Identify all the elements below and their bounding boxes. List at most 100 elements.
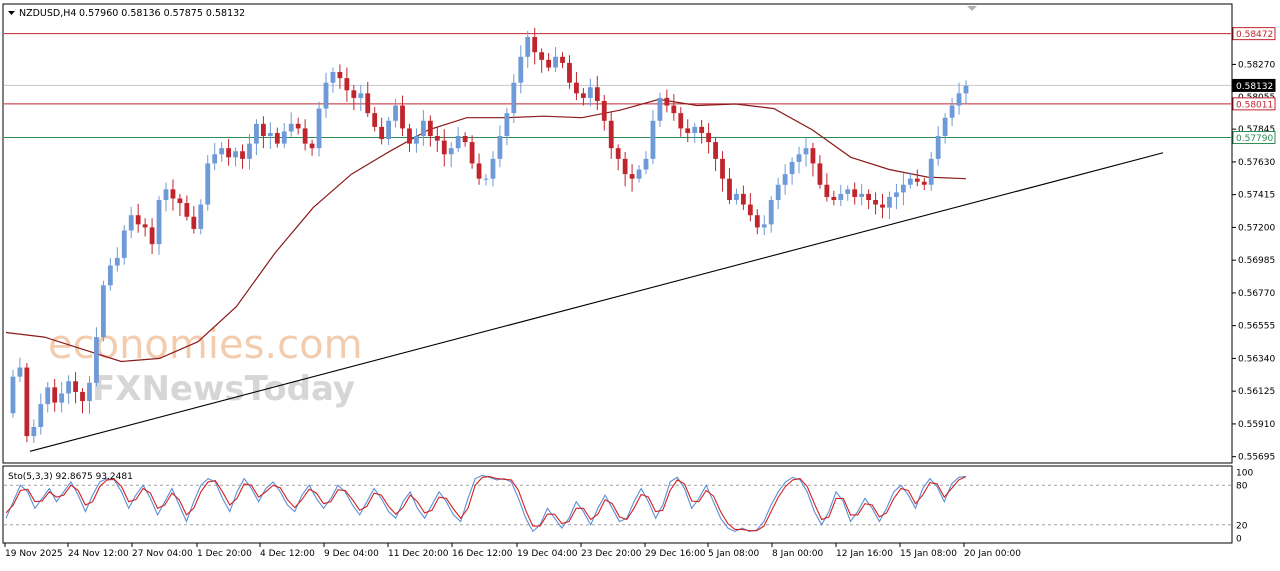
candle-body xyxy=(309,143,315,149)
candle-body xyxy=(504,113,510,137)
candle-body xyxy=(448,148,454,155)
candle-body xyxy=(497,136,503,159)
candle xyxy=(761,215,767,236)
candle xyxy=(191,206,197,234)
candle xyxy=(587,78,593,107)
candle xyxy=(337,64,343,89)
price-panel[interactable] xyxy=(2,3,1233,464)
stochastic-signal-line xyxy=(5,476,967,532)
candle-body xyxy=(73,381,78,392)
candle-body xyxy=(476,163,482,179)
candle-body xyxy=(546,59,552,68)
candle-body xyxy=(789,161,795,175)
candle-body xyxy=(142,224,148,228)
candle-body xyxy=(184,203,190,217)
price-axis[interactable]: 0.58270 0.57845 0.57630 0.57415 0.57200 0.569… xyxy=(1232,60,1275,463)
candle-body xyxy=(24,367,30,437)
candle-body xyxy=(386,120,392,140)
candle xyxy=(921,177,927,191)
time-tick-label: 19 Dec 04:00 xyxy=(517,549,578,559)
stochastic-tick-label: 80 xyxy=(1236,482,1248,492)
price-tick-label: 0.55910 xyxy=(1238,420,1275,430)
candle-body xyxy=(685,128,691,133)
candle-body xyxy=(560,56,565,63)
candle xyxy=(254,119,259,156)
candle xyxy=(330,67,336,93)
candle-body xyxy=(873,199,878,205)
candle xyxy=(414,128,419,153)
candle xyxy=(149,218,155,255)
candle xyxy=(247,133,252,170)
candle xyxy=(400,95,405,137)
candle-body xyxy=(928,158,934,185)
candle xyxy=(713,137,718,172)
resistance-price-tag xyxy=(1232,97,1276,111)
candle-body xyxy=(525,36,531,57)
candle xyxy=(316,101,322,157)
time-tick-label: 12 Jan 16:00 xyxy=(836,549,893,559)
candle xyxy=(420,110,426,146)
price-tick-label: 0.55695 xyxy=(1238,453,1275,463)
price-tick-label: 0.57200 xyxy=(1238,223,1275,233)
candle-body xyxy=(226,148,232,158)
candle xyxy=(699,120,705,144)
candle-body xyxy=(17,367,23,377)
candle-body xyxy=(107,265,113,286)
candle-body xyxy=(128,215,134,231)
candle-body xyxy=(31,426,37,437)
candle xyxy=(775,177,781,210)
stochastic-panel[interactable] xyxy=(2,465,1233,544)
symbol-menu-icon[interactable] xyxy=(8,11,15,15)
candle xyxy=(928,152,934,191)
candle xyxy=(580,88,586,106)
resistance-price-tag xyxy=(1232,27,1276,41)
candle xyxy=(747,193,753,222)
candle xyxy=(379,117,385,145)
stochastic-tick-label: 20 xyxy=(1236,521,1248,531)
current-price-tag-label: 0.58132 xyxy=(1236,82,1273,92)
candle-body xyxy=(254,123,259,144)
time-tick-label: 8 Jan 00:00 xyxy=(772,549,824,559)
candle xyxy=(963,80,969,104)
candle xyxy=(768,196,774,233)
candle xyxy=(664,89,670,113)
candle xyxy=(281,123,287,149)
ascending-trendline[interactable] xyxy=(29,152,1164,452)
candle xyxy=(66,375,72,405)
chart-shift-marker[interactable] xyxy=(967,6,977,11)
candle xyxy=(288,112,294,137)
candle xyxy=(212,142,218,171)
time-tick-label: 4 Dec 12:00 xyxy=(260,549,315,559)
candle xyxy=(476,153,482,185)
candle xyxy=(511,74,517,124)
candle-body xyxy=(281,131,287,144)
time-axis[interactable]: 19 Nov 2025 24 Nov 12:00 27 Nov 04:00 1 Dec… xyxy=(4,543,1021,559)
candle xyxy=(734,188,739,205)
candle xyxy=(233,147,238,167)
candle-body xyxy=(121,230,127,258)
candle xyxy=(685,119,691,143)
time-tick-label: 11 Dec 20:00 xyxy=(388,549,449,559)
candle xyxy=(358,84,364,111)
candle xyxy=(553,46,558,73)
candle xyxy=(643,151,649,175)
candle-body xyxy=(38,404,44,427)
candle-body xyxy=(511,82,517,114)
candle xyxy=(817,155,823,189)
time-tick-label: 9 Dec 04:00 xyxy=(324,549,379,559)
candle xyxy=(372,107,378,132)
candle xyxy=(198,199,204,235)
candle-body xyxy=(427,120,433,137)
candle xyxy=(650,110,656,165)
candle-body xyxy=(330,72,336,83)
candle xyxy=(880,193,885,219)
candle-body xyxy=(747,204,753,216)
candle-body xyxy=(643,158,649,170)
candle-body xyxy=(518,56,524,83)
trendline-layer xyxy=(29,152,1164,452)
candle xyxy=(546,52,552,72)
candle xyxy=(434,127,440,153)
